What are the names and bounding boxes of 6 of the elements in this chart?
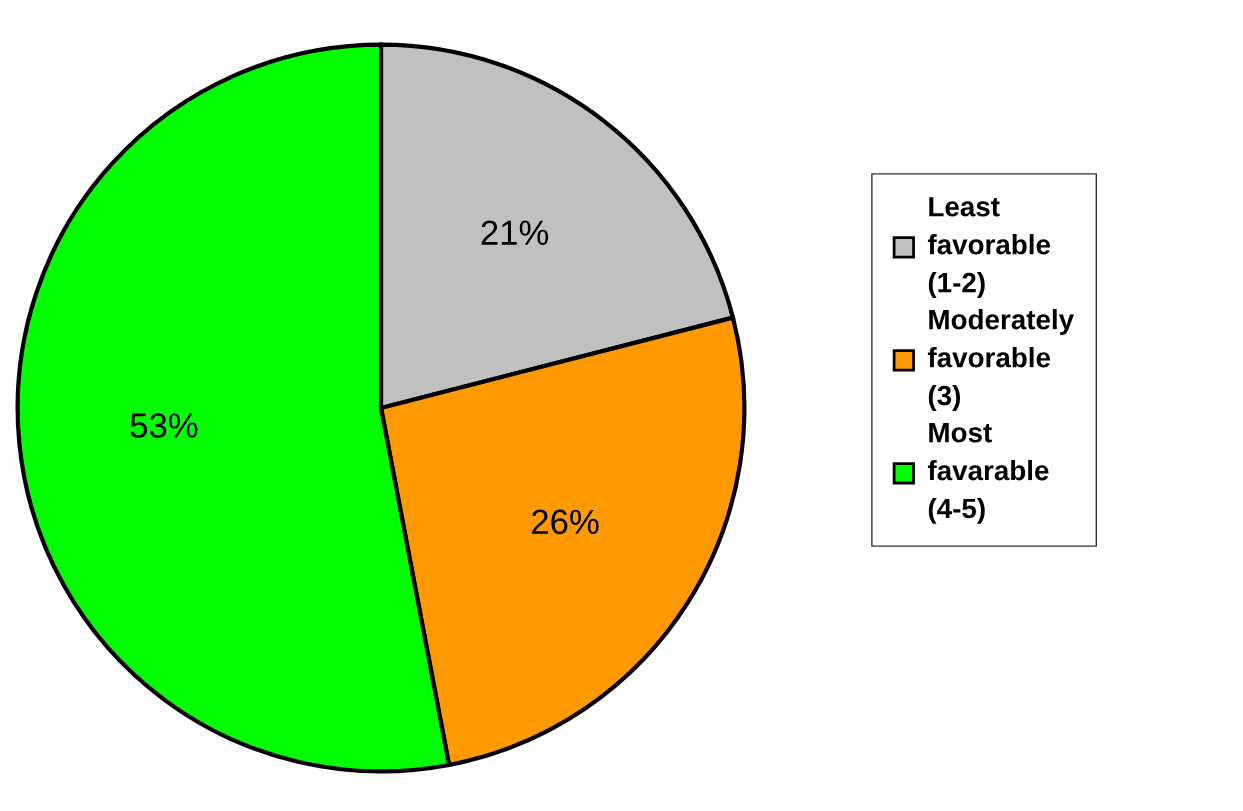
data-label: 21% [481,220,549,245]
legend-label: Moderately favorable (3) [927,309,1074,411]
data-label: 53% [130,413,198,438]
legend-label: Least favorable (1-2) [927,197,1050,298]
legend-label: Most favarable (4-5) [927,423,1049,524]
data-label: 26% [532,509,599,535]
